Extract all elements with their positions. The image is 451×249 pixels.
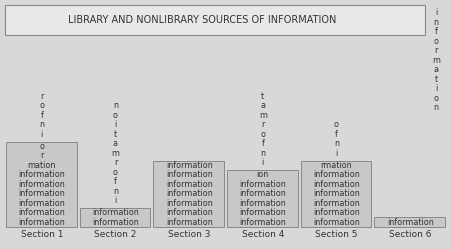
Text: information: information [166, 180, 212, 189]
Text: f: f [40, 111, 43, 120]
Text: information: information [18, 199, 65, 208]
Text: information: information [386, 218, 433, 227]
Text: information: information [313, 208, 359, 217]
Text: t: t [114, 130, 117, 139]
Bar [153, 161, 224, 227]
Text: m: m [431, 56, 439, 64]
Text: information: information [18, 218, 65, 227]
Text: information: information [18, 180, 65, 189]
Text: information: information [166, 208, 212, 217]
Bar [5, 5, 424, 35]
Bar [79, 208, 150, 227]
Text: n: n [260, 149, 265, 158]
Text: o: o [333, 120, 338, 129]
Text: o: o [433, 37, 437, 46]
Text: information: information [239, 189, 285, 198]
Text: i: i [261, 158, 263, 167]
Text: t: t [433, 74, 437, 83]
Text: r: r [114, 158, 117, 167]
Text: f: f [334, 130, 337, 139]
Text: o: o [260, 130, 265, 139]
Text: t: t [261, 92, 264, 101]
Text: o: o [39, 142, 44, 151]
Bar [300, 161, 371, 227]
Text: Section 2: Section 2 [94, 230, 136, 239]
Text: m: m [258, 111, 266, 120]
Text: n: n [433, 17, 437, 26]
Text: information: information [313, 170, 359, 179]
Text: a: a [433, 65, 437, 74]
Text: mation: mation [28, 161, 56, 170]
Text: n: n [39, 120, 44, 129]
Text: information: information [166, 218, 212, 227]
Text: information: information [166, 189, 212, 198]
Text: r: r [40, 151, 43, 160]
Text: o: o [113, 168, 118, 177]
Text: information: information [18, 170, 65, 179]
Text: o: o [433, 94, 437, 103]
Text: r: r [433, 46, 437, 55]
Text: n: n [113, 187, 118, 196]
Text: f: f [261, 139, 264, 148]
Text: i: i [41, 130, 43, 139]
Text: n: n [113, 101, 118, 110]
Text: information: information [92, 218, 138, 227]
Text: Section 6: Section 6 [388, 230, 430, 239]
Text: information: information [239, 199, 285, 208]
Text: r: r [40, 92, 43, 101]
Text: Section 4: Section 4 [241, 230, 283, 239]
Text: information: information [313, 189, 359, 198]
Text: information: information [166, 199, 212, 208]
Text: i: i [114, 120, 116, 129]
Text: Section 5: Section 5 [314, 230, 357, 239]
Text: information: information [18, 189, 65, 198]
Text: r: r [261, 120, 264, 129]
Text: i: i [434, 84, 436, 93]
Text: a: a [113, 139, 118, 148]
Text: m: m [111, 149, 119, 158]
Text: information: information [18, 208, 65, 217]
Text: Section 3: Section 3 [167, 230, 210, 239]
Text: LIBRARY AND NONLIBRARY SOURCES OF INFORMATION: LIBRARY AND NONLIBRARY SOURCES OF INFORM… [68, 15, 336, 25]
Text: n: n [433, 103, 437, 112]
Bar [6, 141, 77, 227]
Text: information: information [313, 218, 359, 227]
Text: a: a [260, 101, 265, 110]
Text: o: o [113, 111, 118, 120]
Text: Section 1: Section 1 [21, 230, 63, 239]
Text: information: information [166, 170, 212, 179]
Text: ion: ion [256, 170, 268, 179]
Text: information: information [313, 180, 359, 189]
Text: information: information [239, 180, 285, 189]
Text: i: i [335, 149, 337, 158]
Text: rmation: rmation [320, 161, 351, 170]
Text: f: f [433, 27, 437, 36]
Bar [373, 217, 444, 227]
Text: i: i [434, 8, 436, 17]
Text: n: n [333, 139, 338, 148]
Text: f: f [114, 177, 117, 186]
Text: information: information [239, 208, 285, 217]
Text: information: information [239, 218, 285, 227]
Text: o: o [39, 101, 44, 110]
Text: information: information [166, 161, 212, 170]
Bar [226, 170, 297, 227]
Text: i: i [114, 196, 116, 205]
Text: information: information [313, 199, 359, 208]
Text: information: information [92, 208, 138, 217]
